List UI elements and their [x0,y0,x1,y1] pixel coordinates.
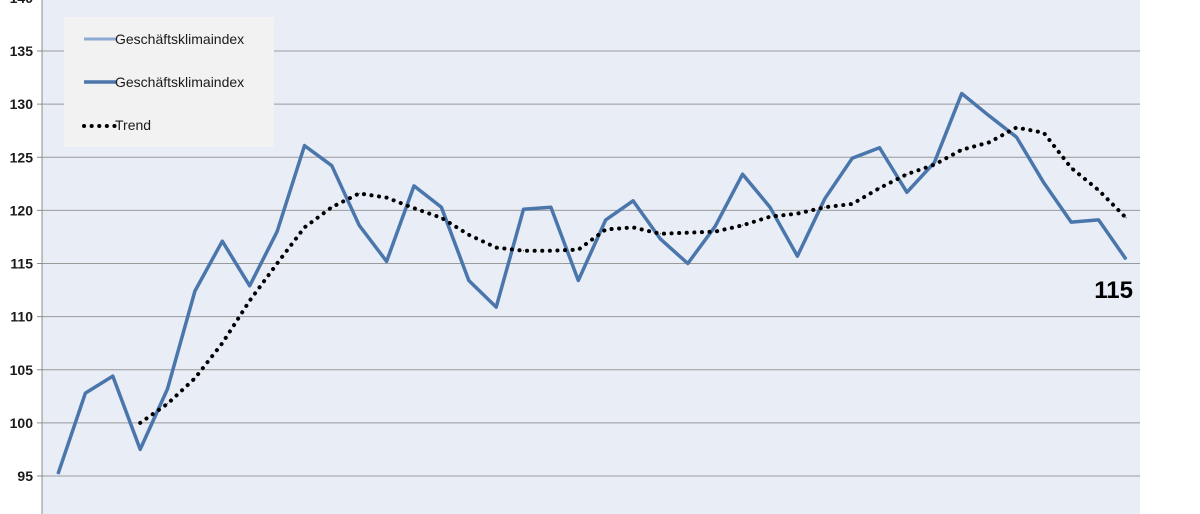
legend-label: Geschäftsklimaindex [115,31,244,47]
trend-point [139,422,141,424]
trend-point [933,164,935,166]
data-point [194,290,196,292]
data-point [1016,136,1017,138]
y-tick-label: 120 [10,202,34,218]
data-point [413,185,415,187]
trend-point [495,247,497,249]
trend-point [577,249,579,251]
trend-point [276,263,278,264]
trend-point [961,149,963,151]
data-point [304,145,305,147]
data-point [84,392,86,394]
legend: Geschäftsklimaindex Geschäftsklimaindex … [64,17,274,147]
data-point [550,206,552,208]
y-axis-ticks: 95 100 105 110 115 120 125 130 135 140 [10,0,42,484]
data-point [221,240,223,242]
data-point [276,231,278,233]
data-point [851,157,853,159]
data-point [961,93,963,94]
series-layer [56,91,1128,475]
y-tick-label: 125 [10,149,34,165]
data-point [440,206,442,208]
trend-point [523,250,524,252]
data-point [660,238,661,240]
trend-point [988,141,990,143]
data-point [906,191,908,193]
trend-point [1098,189,1100,191]
data-point [1070,221,1072,223]
y-tick-label: 100 [10,415,34,431]
data-point [468,280,470,281]
data-point [523,208,524,210]
last-value-label: 115 [1094,277,1133,304]
data-point [112,375,114,377]
y-tick-label: 95 [17,468,33,484]
legend-label: Geschäftsklimaindex [115,74,244,90]
trend-point [824,206,826,208]
trend-point [851,203,853,205]
trend-point [687,232,689,234]
data-point [1098,219,1100,221]
y-tick-label: 105 [10,362,34,378]
trend-point [249,300,251,302]
trend-point [714,231,716,233]
trend-point [468,234,470,236]
trend-point [1125,217,1127,219]
data-point [1125,258,1127,260]
trend-point [742,224,744,226]
y-tick-label: 115 [10,256,33,272]
data-point [988,115,990,117]
trend-point [413,207,415,209]
trend-point [331,206,333,208]
data-point [632,200,634,202]
trend-point [605,229,607,230]
trend-point [1043,132,1045,134]
trend-point [632,226,634,228]
trend-point [304,226,305,228]
trend-point [221,342,223,344]
trend-point [1070,167,1072,169]
series-line-geschaeftsklimaindex [56,91,1128,475]
trend-point [550,250,552,252]
data-point [769,206,771,208]
data-point [167,388,168,390]
data-point [1043,182,1045,184]
trend-point [440,217,442,219]
data-point [742,173,744,175]
trend-point [906,173,908,175]
y-tick-label: 140 [10,0,34,6]
trend-point [386,197,388,199]
trend-point [358,192,360,194]
data-point [331,165,333,167]
data-point [714,225,716,227]
data-point [358,224,360,226]
data-point [605,219,607,221]
trend-point [769,216,771,218]
y-tick-label: 110 [10,309,33,325]
data-point [249,285,251,287]
data-point [139,448,141,450]
trend-point [167,403,168,405]
trend-point [660,233,661,235]
y-tick-label: 135 [10,43,34,59]
trend-point [1016,127,1017,128]
data-point [577,280,579,281]
trend-point [796,213,798,215]
data-point [57,473,59,475]
data-point [687,263,689,264]
data-point [933,162,935,164]
data-point [879,147,880,149]
data-point [386,260,388,262]
trend-point [879,187,880,189]
trend-point [194,377,196,379]
legend-label: Trend [115,117,151,133]
y-tick-label: 130 [10,96,34,112]
data-point [824,198,826,200]
data-point [495,306,497,308]
data-point [796,255,798,257]
